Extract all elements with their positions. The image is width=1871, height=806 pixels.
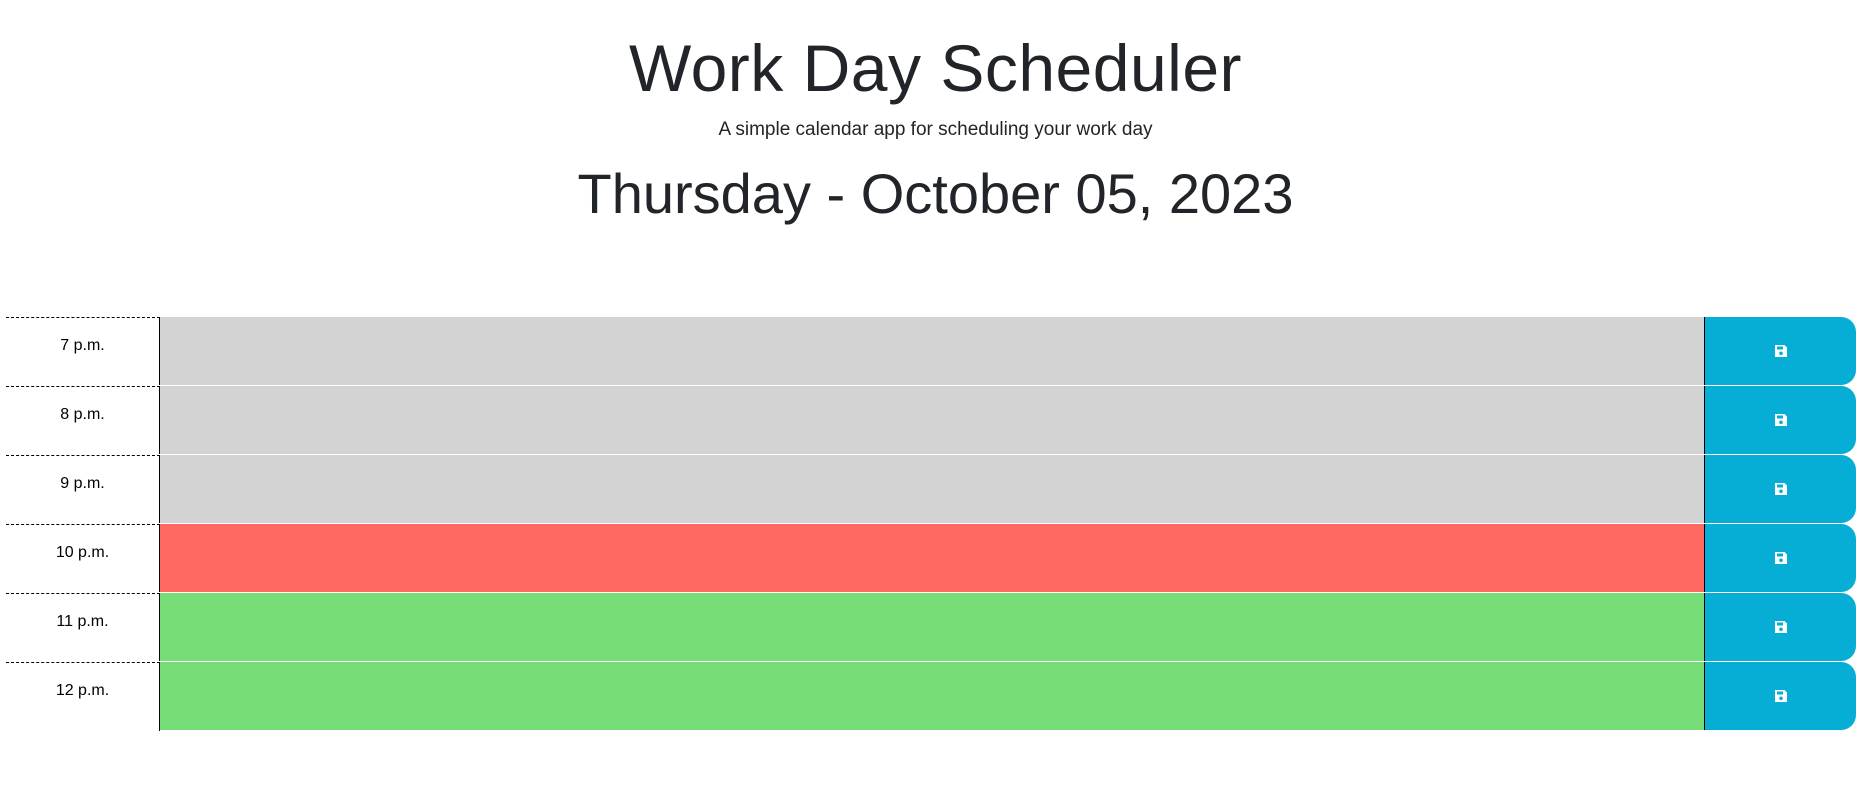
save-button[interactable]: [1704, 455, 1856, 523]
time-block-9pm: 9 p.m.: [6, 455, 1856, 524]
floppy-disk-icon: [1774, 483, 1787, 495]
app-subtitle: A simple calendar app for scheduling you…: [718, 119, 1153, 140]
event-description-input[interactable]: [160, 662, 1704, 731]
save-button[interactable]: [1704, 593, 1856, 661]
current-day: Thursday - October 05, 2023: [577, 162, 1294, 225]
save-button[interactable]: [1704, 317, 1856, 385]
time-block-11pm: 11 p.m.: [6, 593, 1856, 662]
save-button[interactable]: [1704, 662, 1856, 730]
hour-label: 9 p.m.: [6, 455, 160, 523]
event-description-input[interactable]: [160, 455, 1704, 524]
floppy-disk-icon: [1774, 345, 1787, 357]
event-description-input[interactable]: [160, 593, 1704, 662]
hour-label: 7 p.m.: [6, 317, 160, 385]
app-title: Work Day Scheduler: [628, 31, 1243, 105]
save-button[interactable]: [1704, 524, 1856, 592]
time-block-10pm: 10 p.m.: [6, 524, 1856, 593]
floppy-disk-icon: [1774, 690, 1787, 702]
time-block-8pm: 8 p.m.: [6, 386, 1856, 455]
event-description-input[interactable]: [160, 386, 1704, 455]
time-block-12pm: 12 p.m.: [6, 662, 1856, 731]
save-button[interactable]: [1704, 386, 1856, 454]
hour-label: 11 p.m.: [6, 593, 160, 661]
hour-label: 12 p.m.: [6, 662, 160, 731]
event-description-input[interactable]: [160, 524, 1704, 593]
time-block-7pm: 7 p.m.: [6, 317, 1856, 386]
event-description-input[interactable]: [160, 317, 1704, 386]
floppy-disk-icon: [1774, 414, 1787, 426]
floppy-disk-icon: [1774, 552, 1787, 564]
schedule: 7 p.m. 8 p.m. 9 p.m.: [6, 317, 1856, 731]
floppy-disk-icon: [1774, 621, 1787, 633]
hour-label: 8 p.m.: [6, 386, 160, 454]
hour-label: 10 p.m.: [6, 524, 160, 592]
